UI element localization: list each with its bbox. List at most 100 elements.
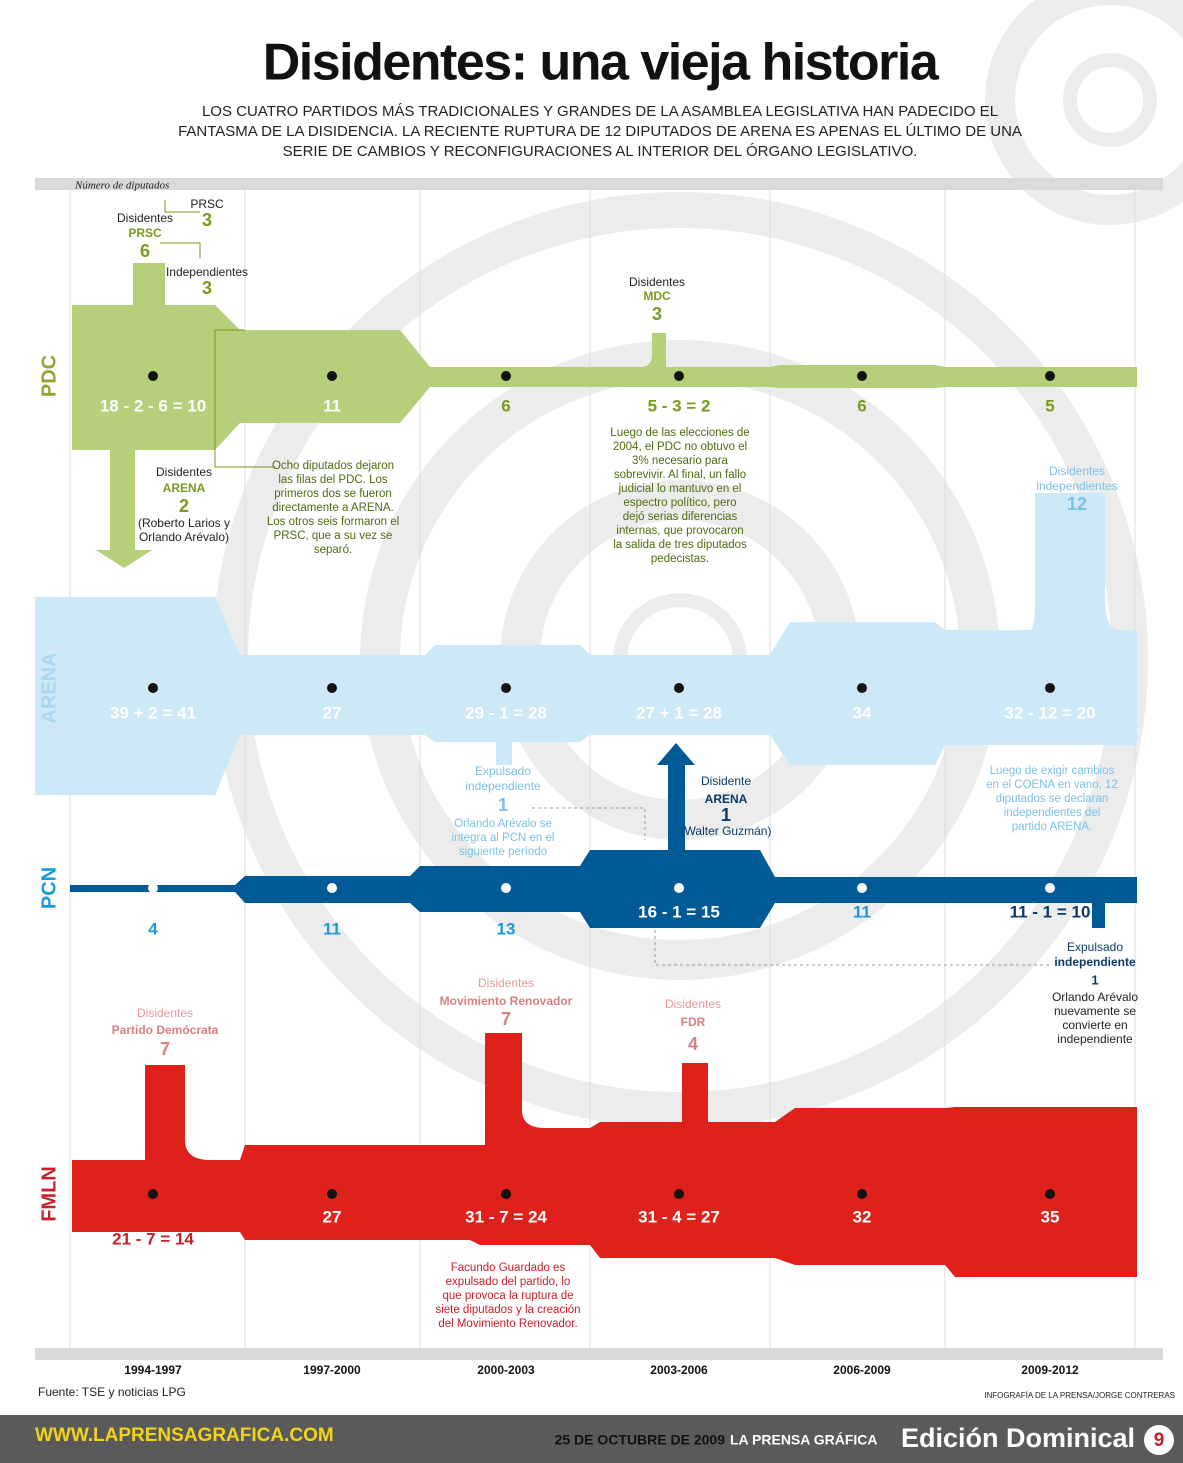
period-dot [148, 371, 158, 381]
annotation-line: Movimiento Renovador [440, 994, 573, 1008]
annotation-line: independiente [465, 779, 541, 793]
annotation-line: (Walter Guzmán) [681, 824, 772, 838]
annotation-line: Disidentes [478, 976, 534, 990]
annotation-line: partido ARENA. [1012, 821, 1093, 833]
period-dot [1045, 683, 1055, 693]
annotation-line: ARENA [163, 481, 206, 495]
annotation-line: 2 [179, 496, 189, 516]
seat-count: 29 - 1 = 28 [465, 703, 547, 722]
annotation-line: 1 [1091, 972, 1098, 987]
seat-count: 31 - 4 = 27 [638, 1207, 720, 1226]
seat-count: 27 [323, 703, 342, 722]
seat-count: 6 [857, 396, 866, 415]
annotation-line: Luego de exigir cambios [990, 765, 1115, 777]
annotation-line: la salida de tres diputados [613, 539, 747, 551]
annotation-line: Disidentes [137, 1006, 193, 1020]
annotation-line: dejó serias diferencias [623, 511, 738, 523]
period-dot [1045, 883, 1055, 893]
annotation-line: Los otros seis formaron el [267, 516, 399, 528]
period-dot [501, 371, 511, 381]
annotation-line: sobrevivir. Al final, un fallo [614, 469, 746, 481]
period-dot [857, 683, 867, 693]
seat-count: 11 [323, 396, 341, 415]
period-dot [674, 1189, 684, 1199]
credit: INFOGRAFÍA DE LA PRENSA/JORGE CONTRERAS [984, 1391, 1175, 1400]
period-dot [327, 883, 337, 893]
period-dot [148, 1189, 158, 1199]
seat-count: 39 + 2 = 41 [110, 703, 196, 722]
annotation-line: 12 [1067, 494, 1087, 514]
annotation-line: 6 [140, 241, 150, 261]
period-dot [857, 1189, 867, 1199]
annotation-line: ARENA [705, 792, 748, 806]
seat-count: 31 - 7 = 24 [465, 1207, 547, 1226]
annotation-line: Partido Demócrata [112, 1023, 219, 1037]
annotation-line: las filas del PDC. Los [278, 474, 388, 486]
annotation-line: expulsado del partido, lo [446, 1276, 571, 1288]
annotation-line: independiente [1057, 1032, 1133, 1046]
seat-count: 6 [501, 396, 510, 415]
annotation-line: Expulsado [475, 764, 531, 778]
annotation-line: MDC [643, 289, 671, 303]
arena-band [35, 493, 1137, 795]
edition: Edición Dominical [901, 1423, 1135, 1453]
period-dot [327, 683, 337, 693]
annotation-line: Orlando Arévalo [1052, 990, 1138, 1004]
seat-count: 27 [323, 1207, 342, 1226]
annotation-line: en el COENA en vano, 12 [986, 779, 1118, 791]
annotation-line: judicial lo mantuvo en el [618, 483, 742, 495]
annotation-line: PRSC, que a su vez se [274, 530, 393, 542]
axis-label: Número de diputados [74, 180, 169, 192]
annotation-line: Disidentes [117, 211, 173, 225]
annotation-line: 1 [721, 805, 731, 825]
period-label: 2003-2006 [650, 1363, 708, 1377]
party-name: PDC [38, 355, 60, 397]
site-url: WWW.LAPRENSAGRAFICA.COM [35, 1425, 334, 1446]
annotation-line: Disidentes [1049, 464, 1105, 478]
annotation-line: 3% necesario para [632, 455, 728, 467]
annotation-line: 7 [160, 1039, 170, 1059]
period-dot [1045, 371, 1055, 381]
subtitle: LOS CUATRO PARTIDOS MÁS TRADICIONALES Y … [202, 103, 998, 120]
annotation-line: que provoca la ruptura de [442, 1290, 573, 1302]
period-dot [857, 371, 867, 381]
page-badge [1144, 1425, 1174, 1455]
seat-count: 32 - 12 = 20 [1004, 703, 1095, 722]
annotation-line: independientes del [1004, 807, 1101, 819]
party-name: FMLN [38, 1166, 60, 1222]
connectors [160, 200, 1050, 966]
subtitle: FANTASMA DE LA DISIDENCIA. LA RECIENTE R… [178, 123, 1022, 140]
annotation-line: Disidente [701, 774, 751, 788]
seat-count: 13 [497, 919, 516, 938]
subtitle: SERIE DE CAMBIOS Y RECONFIGURACIONES AL … [283, 143, 918, 160]
annotation-line: 4 [688, 1034, 698, 1054]
seat-count: 4 [148, 919, 158, 938]
fmln-band [72, 1033, 1137, 1277]
period-dot [148, 683, 158, 693]
period-dot [674, 683, 684, 693]
period-dot [1045, 1189, 1055, 1199]
annotation-line: separó. [314, 544, 352, 556]
paper-name: LA PRENSA GRÁFICA [730, 1432, 878, 1448]
period-dot [674, 371, 684, 381]
party-name: ARENA [38, 652, 60, 723]
annotation-line: nuevamente se [1054, 1004, 1136, 1018]
party-name: PCN [38, 867, 60, 909]
source: Fuente: TSE y noticias LPG [38, 1385, 186, 1399]
period-dot [148, 883, 158, 893]
seat-count: 34 [853, 703, 872, 722]
period-dot [327, 371, 337, 381]
annotation-line: Disidentes [629, 275, 685, 289]
annotation-line: Facundo Guardado es [451, 1262, 566, 1274]
footer-bar [35, 1348, 1163, 1360]
annotation-line: siguiente período [459, 846, 547, 858]
annotation-line: convierte en [1062, 1018, 1127, 1032]
period-label: 1997-2000 [303, 1363, 361, 1377]
seat-count: 5 [1045, 396, 1054, 415]
annotation-line: diputados se declaran [996, 793, 1109, 805]
period-dot [857, 883, 867, 893]
seat-count: 32 [853, 1207, 872, 1226]
annotation-line: (Roberto Larios y [138, 516, 230, 530]
annotation-line: 2004, el PDC no obtuvo el [613, 441, 747, 453]
